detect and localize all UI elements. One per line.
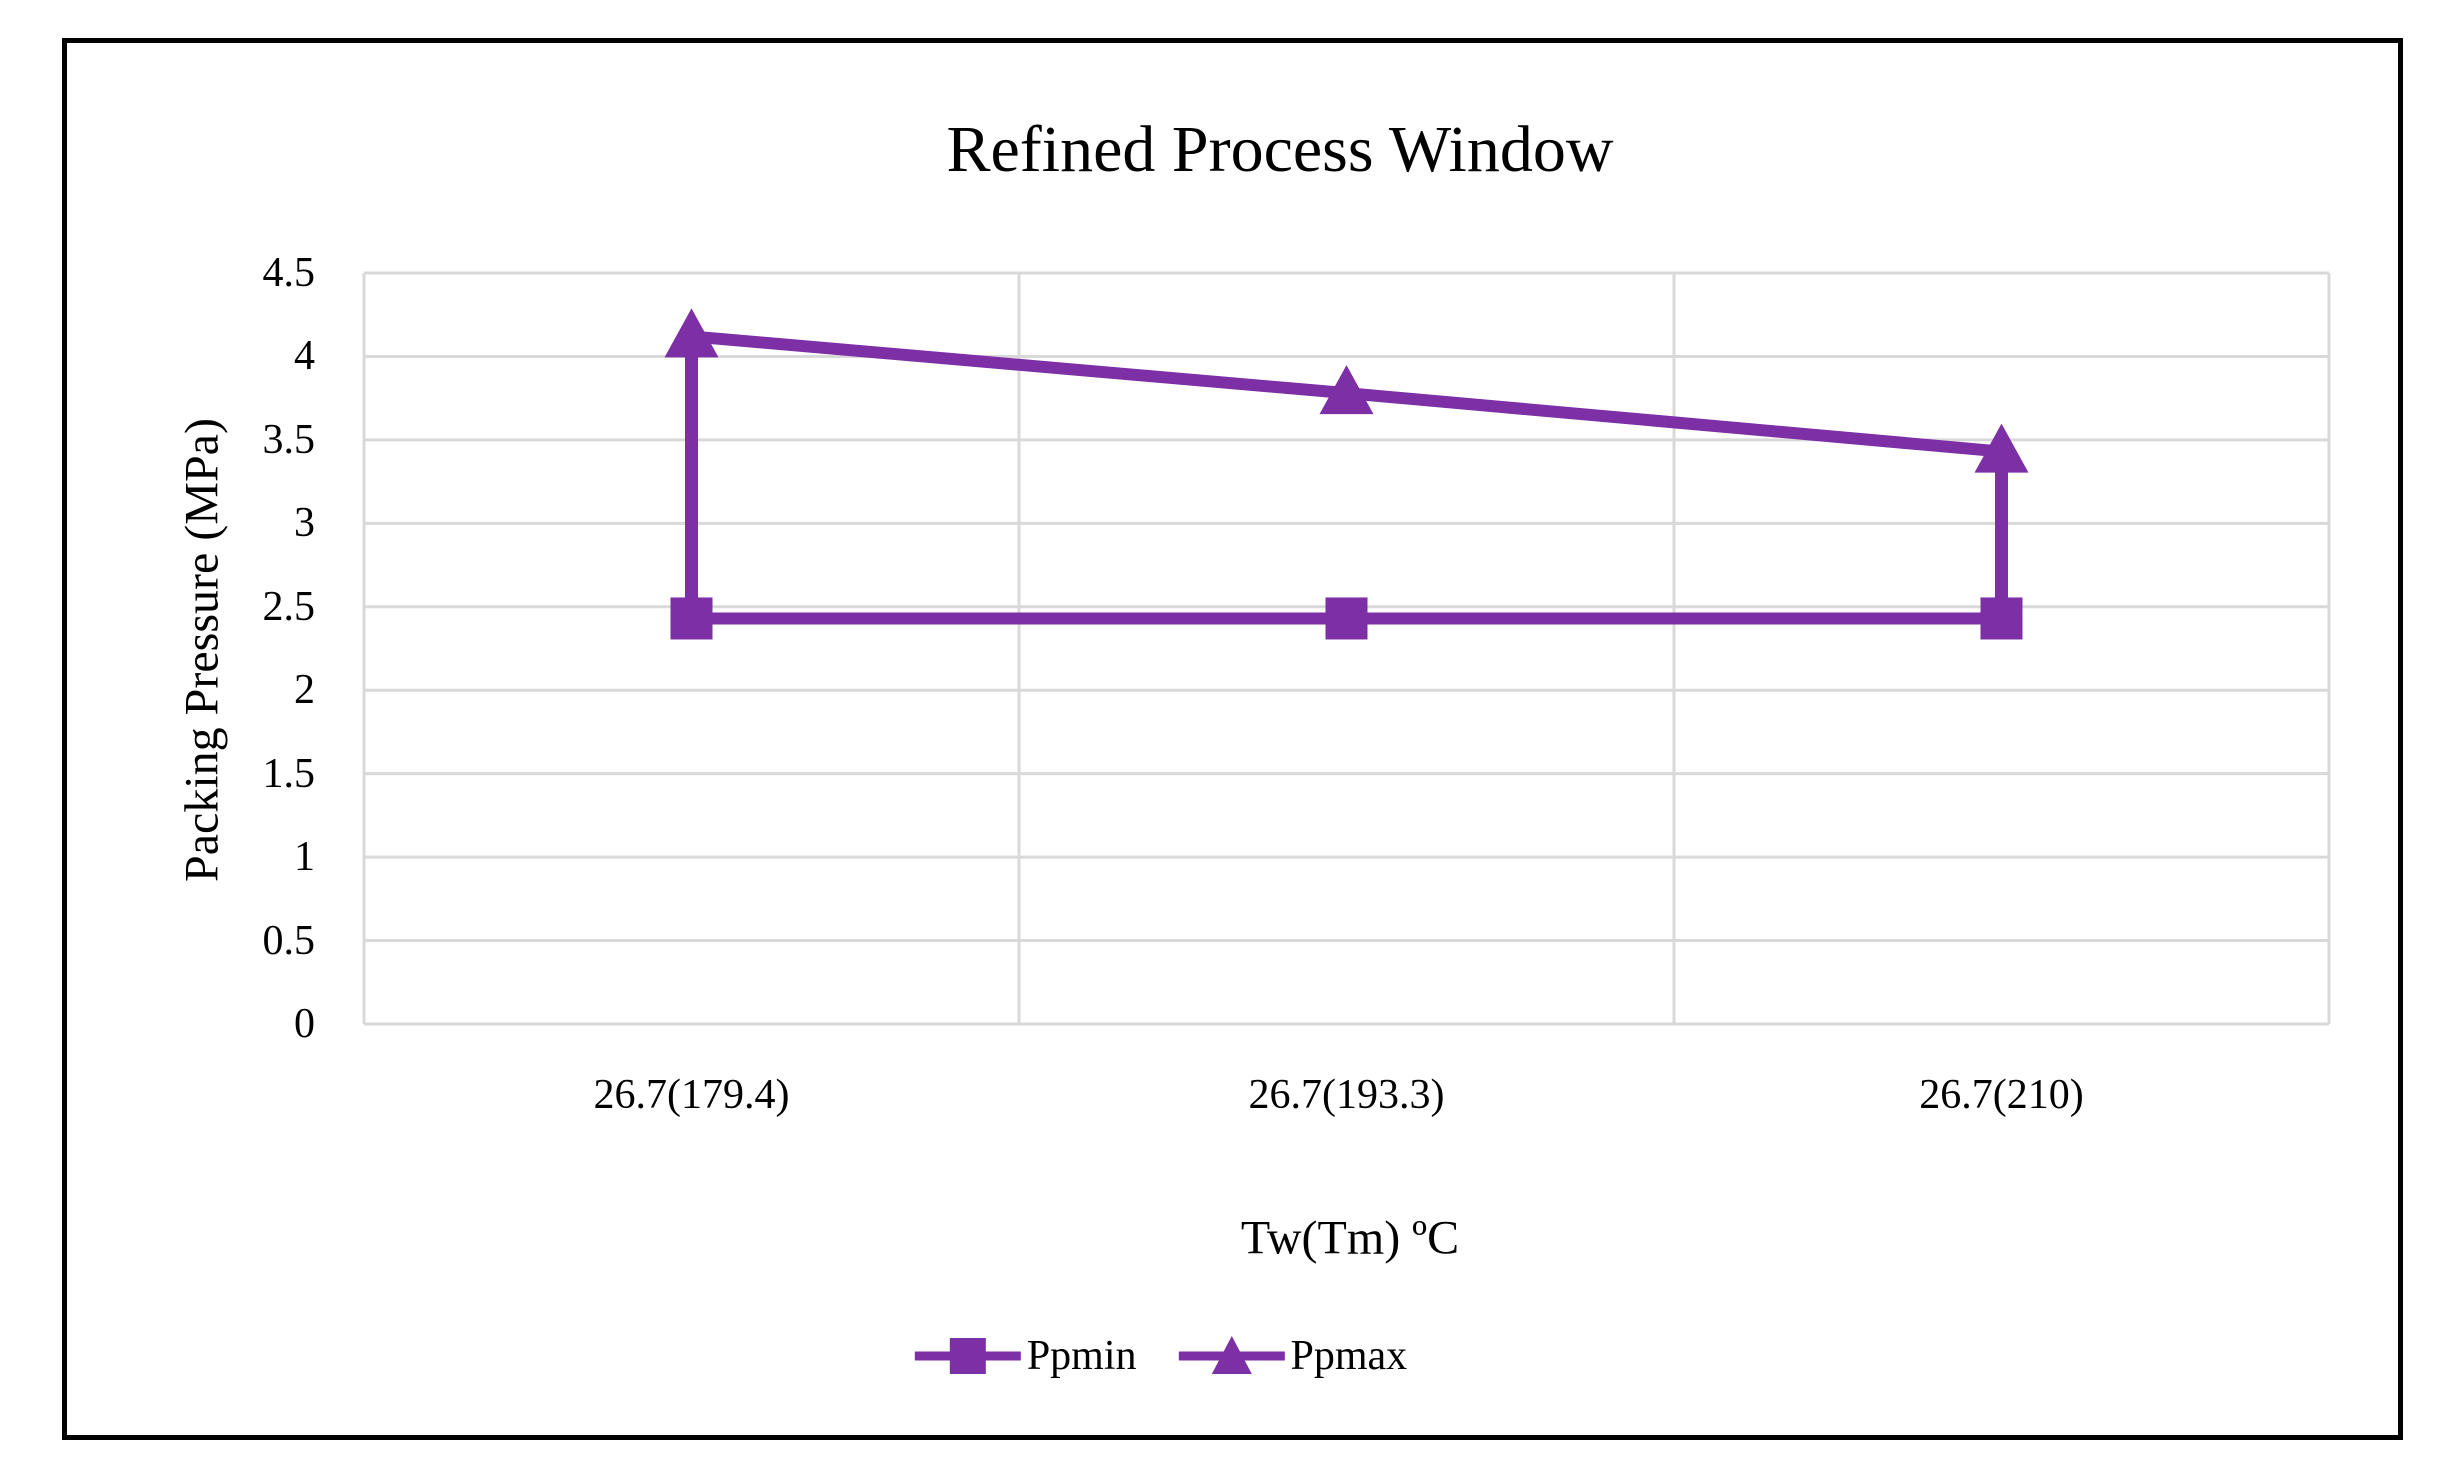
x-tick-label-2: 26.7(210) (1919, 1072, 2084, 1118)
x-tick-label-0: 26.7(179.4) (593, 1072, 790, 1118)
marker-square-ppmin (1980, 597, 2023, 640)
legend-triangle-marker-icon (1178, 1336, 1285, 1374)
marker-square-ppmin (670, 597, 713, 640)
x-tick-label-1: 26.7(193.3) (1248, 1072, 1445, 1118)
marker-triangle-ppmax (1319, 365, 1374, 415)
marker-triangle-ppmax (664, 308, 719, 358)
legend-item-ppmax: Ppmax (1177, 1332, 1408, 1380)
marker-triangle-ppmax (1974, 423, 2029, 473)
y-tick-label-2.5: 2.5 (262, 583, 316, 630)
x-axis-title: Tw(Tm) ºC (1240, 1211, 1460, 1265)
y-tick-label-1.5: 1.5 (262, 750, 316, 797)
y-tick-label-4: 4 (294, 333, 315, 380)
y-tick-label-3.5: 3.5 (262, 416, 316, 463)
y-tick-label-4.5: 4.5 (262, 250, 316, 296)
chart-title: Refined Process Window (946, 113, 1614, 186)
legend: Ppmin Ppmax (913, 1332, 1407, 1380)
y-axis-title: Packing Pressure (MPa) (175, 418, 229, 882)
legend-item-ppmin: Ppmin (913, 1332, 1137, 1380)
y-tick-label-0: 0 (294, 1001, 315, 1047)
y-tick-label-2: 2 (294, 667, 315, 714)
window-connectors (685, 336, 2008, 619)
legend-label-ppmin: Ppmin (1026, 1333, 1137, 1379)
y-tick-label-0.5: 0.5 (262, 917, 316, 964)
marker-square-ppmin (1325, 597, 1368, 640)
legend-label-ppmax: Ppmax (1290, 1333, 1408, 1379)
y-tick-label-1: 1 (294, 834, 315, 881)
legend-square-marker-icon (914, 1338, 1021, 1374)
y-tick-label-3: 3 (294, 500, 315, 547)
